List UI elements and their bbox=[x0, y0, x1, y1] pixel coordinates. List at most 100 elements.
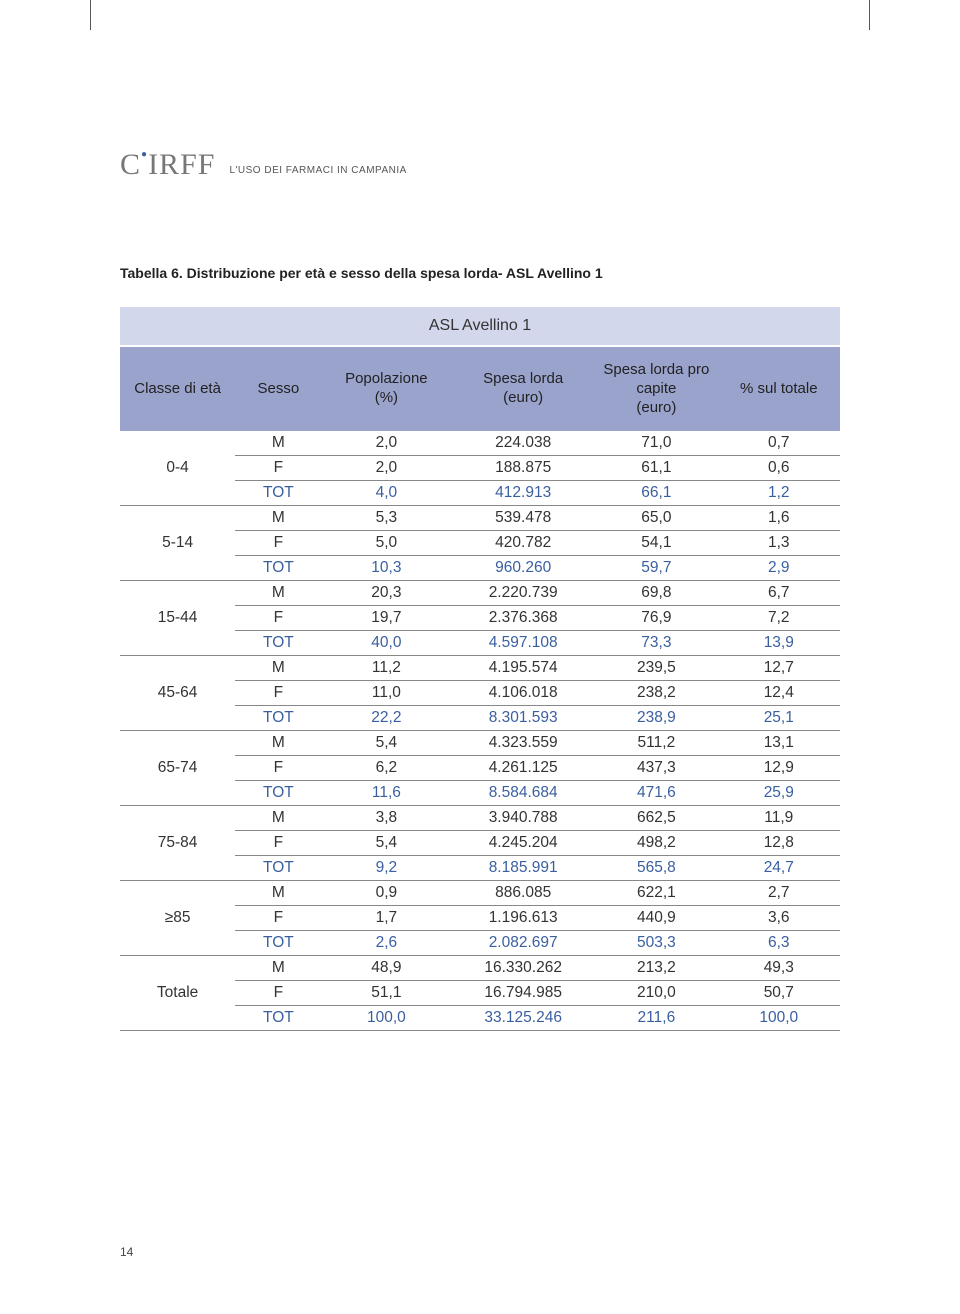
data-cell: 22,2 bbox=[322, 706, 452, 731]
data-cell: 2,9 bbox=[718, 556, 840, 581]
data-cell: 12,7 bbox=[718, 656, 840, 681]
table-row: 15-44M20,32.220.73969,86,7 bbox=[120, 581, 840, 606]
data-cell: 498,2 bbox=[595, 831, 717, 856]
data-cell: 238,2 bbox=[595, 681, 717, 706]
data-cell: 4.597.108 bbox=[451, 631, 595, 656]
data-cell: 8.185.991 bbox=[451, 856, 595, 881]
data-cell: 4.195.574 bbox=[451, 656, 595, 681]
age-class-cell: Totale bbox=[120, 956, 235, 1031]
table-row: TotaleM48,916.330.262213,249,3 bbox=[120, 956, 840, 981]
table-caption: Tabella 6. Distribuzione per età e sesso… bbox=[120, 265, 840, 281]
data-cell: 51,1 bbox=[322, 981, 452, 1006]
data-cell: 16.794.985 bbox=[451, 981, 595, 1006]
data-cell: 886.085 bbox=[451, 881, 595, 906]
data-cell: F bbox=[235, 981, 321, 1006]
column-header: % sul totale bbox=[718, 346, 840, 431]
page: C●IRFF L'USO DEI FARMACI IN CAMPANIA Tab… bbox=[0, 0, 960, 1314]
data-cell: 9,2 bbox=[322, 856, 452, 881]
data-cell: 539.478 bbox=[451, 506, 595, 531]
data-cell: 622,1 bbox=[595, 881, 717, 906]
data-cell: 188.875 bbox=[451, 456, 595, 481]
data-cell: 12,8 bbox=[718, 831, 840, 856]
age-class-cell: 75-84 bbox=[120, 806, 235, 881]
data-cell: 2,7 bbox=[718, 881, 840, 906]
data-cell: 4,0 bbox=[322, 481, 452, 506]
data-cell: 54,1 bbox=[595, 531, 717, 556]
data-cell: 4.245.204 bbox=[451, 831, 595, 856]
data-cell: 4.106.018 bbox=[451, 681, 595, 706]
data-cell: F bbox=[235, 681, 321, 706]
data-cell: 2.220.739 bbox=[451, 581, 595, 606]
data-cell: TOT bbox=[235, 931, 321, 956]
data-cell: 25,9 bbox=[718, 781, 840, 806]
data-cell: 471,6 bbox=[595, 781, 717, 806]
data-cell: 2.376.368 bbox=[451, 606, 595, 631]
data-cell: 40,0 bbox=[322, 631, 452, 656]
data-cell: 13,9 bbox=[718, 631, 840, 656]
data-cell: F bbox=[235, 831, 321, 856]
data-cell: M bbox=[235, 731, 321, 756]
content: Tabella 6. Distribuzione per età e sesso… bbox=[120, 265, 840, 1031]
table-header-row: Classe di etàSessoPopolazione(%)Spesa lo… bbox=[120, 346, 840, 431]
data-cell: TOT bbox=[235, 1006, 321, 1031]
data-cell: 100,0 bbox=[322, 1006, 452, 1031]
data-cell: 3.940.788 bbox=[451, 806, 595, 831]
data-cell: TOT bbox=[235, 481, 321, 506]
data-cell: 662,5 bbox=[595, 806, 717, 831]
data-cell: 50,7 bbox=[718, 981, 840, 1006]
data-cell: M bbox=[235, 806, 321, 831]
data-cell: 16.330.262 bbox=[451, 956, 595, 981]
data-cell: 20,3 bbox=[322, 581, 452, 606]
data-cell: 412.913 bbox=[451, 481, 595, 506]
data-cell: 59,7 bbox=[595, 556, 717, 581]
data-cell: 11,0 bbox=[322, 681, 452, 706]
data-cell: M bbox=[235, 581, 321, 606]
data-cell: 11,6 bbox=[322, 781, 452, 806]
column-header: Classe di età bbox=[120, 346, 235, 431]
column-header: Sesso bbox=[235, 346, 321, 431]
age-class-cell: 45-64 bbox=[120, 656, 235, 731]
data-cell: 6,3 bbox=[718, 931, 840, 956]
column-header: Spesa lorda(euro) bbox=[451, 346, 595, 431]
data-cell: 2.082.697 bbox=[451, 931, 595, 956]
data-cell: 73,3 bbox=[595, 631, 717, 656]
page-number: 14 bbox=[120, 1245, 133, 1259]
data-cell: 511,2 bbox=[595, 731, 717, 756]
age-class-cell: 15-44 bbox=[120, 581, 235, 656]
data-cell: 440,9 bbox=[595, 906, 717, 931]
data-cell: M bbox=[235, 881, 321, 906]
data-cell: 4.323.559 bbox=[451, 731, 595, 756]
data-cell: 11,9 bbox=[718, 806, 840, 831]
data-cell: 0,9 bbox=[322, 881, 452, 906]
data-cell: 238,9 bbox=[595, 706, 717, 731]
data-cell: 1,2 bbox=[718, 481, 840, 506]
data-cell: 239,5 bbox=[595, 656, 717, 681]
data-cell: 66,1 bbox=[595, 481, 717, 506]
data-cell: TOT bbox=[235, 556, 321, 581]
age-class-cell: 5-14 bbox=[120, 506, 235, 581]
crop-marks bbox=[0, 0, 960, 30]
data-cell: 210,0 bbox=[595, 981, 717, 1006]
table-title-row: ASL Avellino 1 bbox=[120, 307, 840, 346]
data-cell: 5,4 bbox=[322, 831, 452, 856]
data-cell: 71,0 bbox=[595, 431, 717, 456]
data-cell: 2,0 bbox=[322, 456, 452, 481]
data-cell: 65,0 bbox=[595, 506, 717, 531]
data-cell: 19,7 bbox=[322, 606, 452, 631]
data-cell: 6,2 bbox=[322, 756, 452, 781]
data-cell: 49,3 bbox=[718, 956, 840, 981]
data-cell: 5,4 bbox=[322, 731, 452, 756]
data-cell: 224.038 bbox=[451, 431, 595, 456]
table-body: 0-4M2,0224.03871,00,7F2,0188.87561,10,6T… bbox=[120, 431, 840, 1031]
data-cell: 5,3 bbox=[322, 506, 452, 531]
data-cell: 420.782 bbox=[451, 531, 595, 556]
data-cell: 3,8 bbox=[322, 806, 452, 831]
data-cell: 100,0 bbox=[718, 1006, 840, 1031]
data-cell: 4.261.125 bbox=[451, 756, 595, 781]
data-cell: F bbox=[235, 606, 321, 631]
table-row: 65-74M5,44.323.559511,213,1 bbox=[120, 731, 840, 756]
data-cell: F bbox=[235, 531, 321, 556]
data-cell: 7,2 bbox=[718, 606, 840, 631]
data-table: ASL Avellino 1 Classe di etàSessoPopolaz… bbox=[120, 307, 840, 1031]
data-cell: F bbox=[235, 906, 321, 931]
